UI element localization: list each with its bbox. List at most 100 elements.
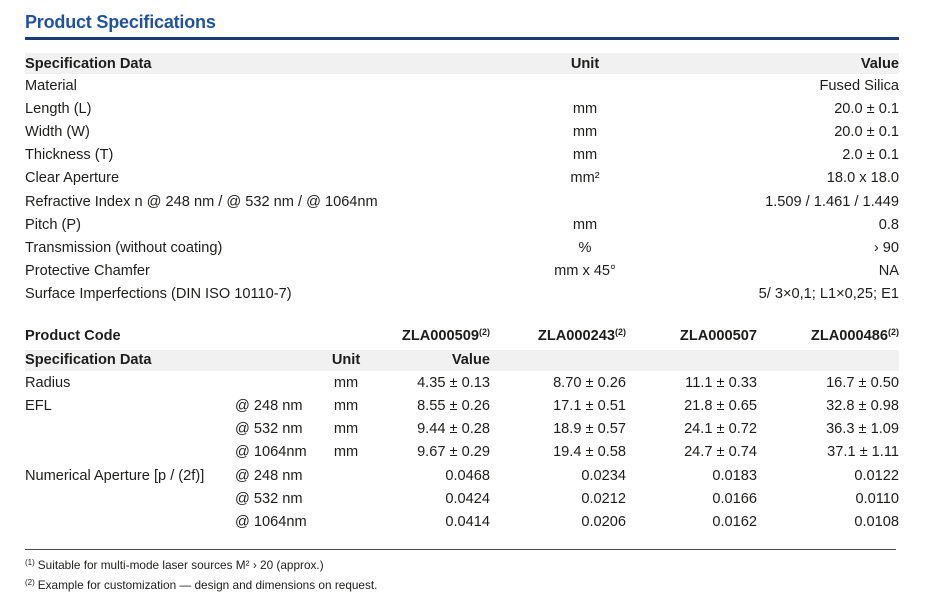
table-row: Radius mm 4.35 ± 0.13 8.70 ± 0.26 11.1 ±… xyxy=(25,371,899,394)
spec-label xyxy=(25,487,235,510)
footnote-marker: (1) xyxy=(25,557,35,567)
spec-label: Refractive Index n @ 248 nm / @ 532 nm /… xyxy=(25,193,378,210)
table-row: Width (W) mm 20.0 ± 0.1 xyxy=(25,120,899,143)
col-header-value: Value xyxy=(381,349,490,371)
spec-value: 2.0 ± 0.1 xyxy=(842,147,899,164)
spec-value: Fused Silica xyxy=(819,77,900,94)
wavelength-label xyxy=(235,371,311,394)
table-row: @ 532 nm mm 9.44 ± 0.28 18.9 ± 0.57 24.1… xyxy=(25,417,899,440)
col-header-spec-data: Specification Data xyxy=(25,349,311,371)
spec-value: 5/ 3×0,1; L1×0,25; E1 xyxy=(758,286,899,303)
spec-value: 18.9 ± 0.57 xyxy=(553,421,626,438)
spec-label: Clear Aperture xyxy=(25,170,120,187)
spec-value: 9.44 ± 0.28 xyxy=(417,421,490,438)
product-code-label: Product Code xyxy=(25,327,121,344)
table-row: Material Fused Silica xyxy=(25,74,899,97)
spec-value: 0.0108 xyxy=(854,514,899,531)
spec-value: 0.0234 xyxy=(581,467,626,484)
footnote-text: Example for customization — design and d… xyxy=(37,577,378,592)
spec-value: 36.3 ± 1.09 xyxy=(826,421,899,438)
product-code: ZLA000509(2) xyxy=(401,326,490,344)
general-spec-table: Specification Data Unit Value Material F… xyxy=(25,53,899,306)
table-row: Protective Chamfer mm x 45° NA xyxy=(25,260,899,283)
spec-unit xyxy=(465,74,705,97)
col-header-value: Value xyxy=(705,53,899,74)
wavelength-label: @ 1064nm xyxy=(235,444,307,461)
wavelength-label: @ 1064nm xyxy=(235,514,307,531)
table-row: @ 1064nm mm 9.67 ± 0.29 19.4 ± 0.58 24.7… xyxy=(25,441,899,464)
spec-value: NA xyxy=(878,263,899,280)
spec-value: 0.0110 xyxy=(855,491,899,507)
footnote-1: (1) Suitable for multi-mode laser sources… xyxy=(25,556,896,576)
spec-unit xyxy=(311,487,381,510)
table-row: Thickness (T) mm 2.0 ± 0.1 xyxy=(25,144,899,167)
wavelength-label: @ 248 nm xyxy=(235,467,303,484)
spec-label: Length (L) xyxy=(25,100,92,117)
spec-unit: mm xyxy=(572,147,598,164)
spec-value: 20.0 ± 0.1 xyxy=(834,100,899,117)
spec-label: Protective Chamfer xyxy=(25,263,150,280)
spec-unit: mm xyxy=(333,421,359,438)
spec-label xyxy=(25,417,235,440)
wavelength-label: @ 532 nm xyxy=(235,421,303,438)
spec-unit: mm xyxy=(572,100,598,117)
spec-value: 0.0212 xyxy=(581,491,626,507)
product-code: ZLA000507 xyxy=(679,327,757,344)
product-code-spec-table: Product Code ZLA000509(2) ZLA000243(2) Z… xyxy=(25,320,899,534)
table-row: @ 532 nm 0.0424 0.0212 0.0166 0.0110 xyxy=(25,487,899,510)
table-row: Transmission (without coating) % › 90 xyxy=(25,236,899,259)
spec-value: 21.8 ± 0.65 xyxy=(684,397,757,414)
table-header-row: Specification Data Unit Value xyxy=(25,53,899,74)
table-row: Pitch (P) mm 0.8 xyxy=(25,213,899,236)
spec-value: 37.1 ± 1.11 xyxy=(827,444,899,461)
spec-value: 24.1 ± 0.72 xyxy=(684,421,757,438)
spec-value: 16.7 ± 0.50 xyxy=(826,374,899,391)
spec-value: 8.70 ± 0.26 xyxy=(553,374,626,391)
spec-value: 0.0166 xyxy=(712,491,757,507)
table-row: Length (L) mm 20.0 ± 0.1 xyxy=(25,97,899,120)
spec-unit xyxy=(311,464,381,487)
spec-unit: mm xyxy=(333,444,359,461)
header-spacer xyxy=(490,349,626,371)
product-code: ZLA000243(2) xyxy=(537,326,626,344)
table-row: Numerical Aperture [p / (2f)] @ 248 nm 0… xyxy=(25,464,899,487)
spec-label xyxy=(25,511,235,534)
spec-label: EFL xyxy=(25,397,52,414)
spec-value: 0.0183 xyxy=(712,467,757,484)
table-row: Surface Imperfections (DIN ISO 10110-7) … xyxy=(25,283,899,306)
col-header-unit: Unit xyxy=(465,53,705,74)
footnote-marker: (2) xyxy=(25,577,35,587)
spec-label: Width (W) xyxy=(25,123,90,140)
spec-value: 0.0206 xyxy=(581,514,626,531)
spec-value: 17.1 ± 0.51 xyxy=(553,397,626,414)
footnotes-section: (1) Suitable for multi-mode laser sources… xyxy=(25,548,896,596)
wavelength-label: @ 248 nm xyxy=(235,397,303,414)
table-row: @ 1064nm 0.0414 0.0206 0.0162 0.0108 xyxy=(25,511,899,534)
footnote-2: (2) Example for customization — design an… xyxy=(25,576,896,596)
spec-label: Thickness (T) xyxy=(25,147,114,164)
table-row: EFL @ 248 nm mm 8.55 ± 0.26 17.1 ± 0.51 … xyxy=(25,394,899,417)
spec-value: 18.0 x 18.0 xyxy=(826,170,899,187)
spec-value: 24.7 ± 0.74 xyxy=(684,444,757,461)
spec-value: 1.509 / 1.461 / 1.449 xyxy=(765,193,899,210)
spec-label: Pitch (P) xyxy=(25,216,81,233)
spec-label: Radius xyxy=(25,374,71,391)
spec-value: 0.0468 xyxy=(445,467,490,484)
spec-value: 19.4 ± 0.58 xyxy=(553,444,626,461)
spec-value: 0.0122 xyxy=(854,467,899,484)
footnote-ref: (2) xyxy=(888,326,899,337)
wavelength-label: @ 532 nm xyxy=(235,491,303,507)
footnote-text: Suitable for multi-mode laser sources M²… xyxy=(37,557,324,572)
spec-label: Transmission (without coating) xyxy=(25,239,223,256)
spec-value: 0.8 xyxy=(878,216,899,233)
spec-unit: mm² xyxy=(570,170,600,187)
spec-unit: mm xyxy=(333,374,359,391)
spec-unit: mm x 45° xyxy=(554,263,616,280)
product-code: ZLA000486(2) xyxy=(810,326,899,344)
spec-value: › 90 xyxy=(873,239,899,256)
title-underline xyxy=(25,37,899,40)
spec-unit: mm xyxy=(572,216,598,233)
spec-value: 0.0424 xyxy=(445,491,490,507)
datasheet-page: Product Specifications Specification Dat… xyxy=(25,0,899,596)
page-title: Product Specifications xyxy=(25,12,216,32)
